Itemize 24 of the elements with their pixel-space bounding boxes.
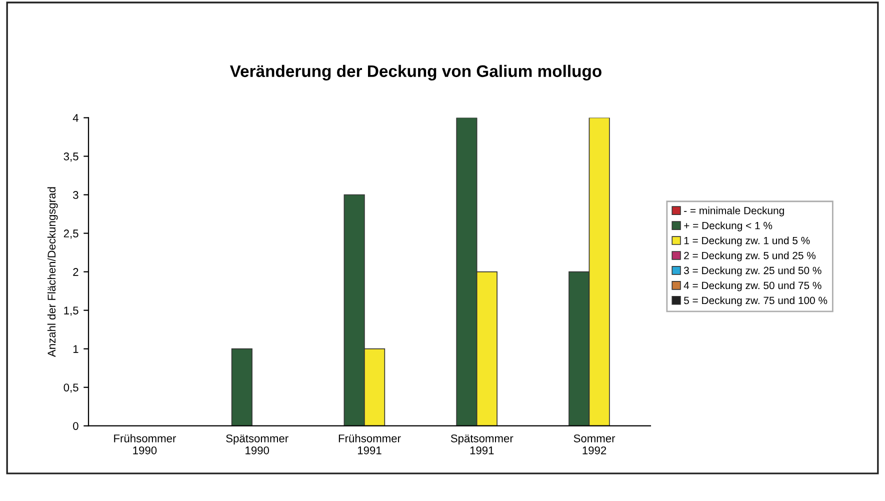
y-tick-label: 1,5	[64, 306, 78, 316]
legend-label: - = minimale Deckung	[684, 206, 784, 216]
y-tick-label: 1	[73, 345, 78, 353]
x-tick-label: Frühsommer 1990	[114, 434, 176, 454]
chart-title: Veränderung der Deckung von Galium mollugo	[230, 64, 602, 80]
x-tick-label: Sommer 1992	[574, 434, 616, 454]
legend-label: 4 = Deckung zw. 50 und 75 %	[684, 282, 822, 292]
y-tick-label: 4	[72, 114, 78, 122]
legend-label: + = Deckung < 1 %	[684, 222, 772, 232]
y-tick-label: 0,5	[64, 384, 78, 393]
x-tick-label: Spätsommer 1991	[450, 434, 514, 454]
legend-label: 5 = Deckung zw. 75 und 100 %	[684, 296, 828, 306]
y-tick-label: 2,5	[64, 230, 78, 239]
legend-label: 1 = Deckung zw. 1 und 5 %	[684, 236, 810, 246]
y-tick-label: 0	[73, 422, 78, 430]
bar	[231, 348, 252, 426]
x-tick-label: Spätsommer 1990	[226, 434, 288, 454]
y-tick-label: 3,5	[64, 152, 78, 162]
y-axis-title: Anzahl der Flächen/Deckungsgrad	[47, 187, 58, 357]
y-tick-label: 2	[73, 268, 78, 276]
y-tick-label: 3	[73, 191, 78, 199]
x-tick-label: Frühsommer 1991	[338, 434, 401, 454]
legend-label: 2 = Deckung zw. 5 und 25 %	[684, 252, 816, 262]
legend-label: 3 = Deckung zw. 25 und 50 %	[684, 266, 822, 276]
